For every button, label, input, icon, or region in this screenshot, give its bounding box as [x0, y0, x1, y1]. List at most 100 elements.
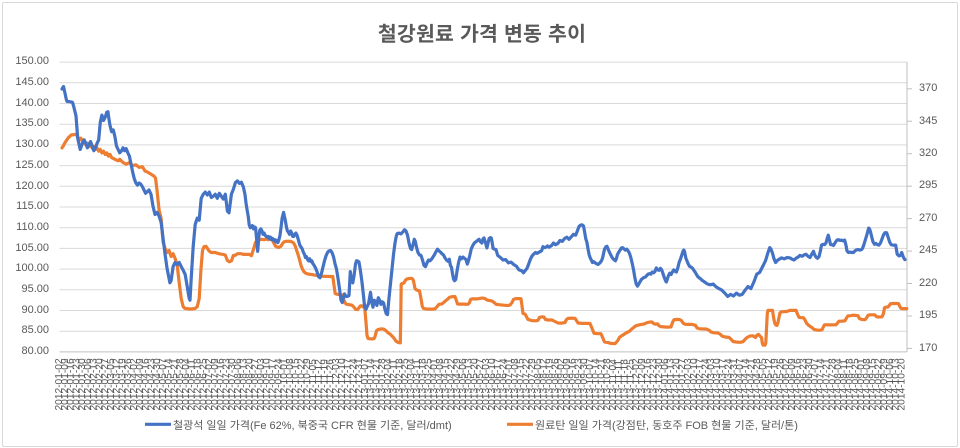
svg-text:2012-06-18: 2012-06-18 [193, 358, 204, 410]
svg-text:2013-04-08: 2013-04-08 [435, 358, 446, 410]
svg-text:2014-09-29: 2014-09-29 [879, 358, 890, 410]
svg-text:2012-04-30: 2012-04-30 [152, 358, 163, 410]
svg-text:2014-03-31: 2014-03-31 [729, 358, 740, 410]
svg-text:2012-05-14: 2012-05-14 [164, 358, 175, 410]
svg-text:2014-09-08: 2014-09-08 [862, 358, 873, 410]
svg-text:2014-07-07: 2014-07-07 [810, 358, 821, 410]
svg-text:2013-04-22: 2013-04-22 [446, 358, 457, 410]
svg-text:2012-01-23: 2012-01-23 [71, 358, 82, 410]
svg-text:2013-05-20: 2013-05-20 [470, 358, 481, 410]
svg-text:2013-06-17: 2013-06-17 [493, 358, 504, 410]
svg-text:2012-06-11: 2012-06-11 [187, 359, 198, 411]
svg-text:2013-05-06: 2013-05-06 [458, 358, 469, 410]
svg-text:2013-09-23: 2013-09-23 [573, 358, 584, 410]
svg-text:2013-06-10: 2013-06-10 [487, 358, 498, 410]
svg-text:2012-11-26: 2012-11-26 [325, 359, 336, 411]
svg-text:2014-08-25: 2014-08-25 [850, 358, 861, 410]
svg-text:2012-12-17: 2012-12-17 [343, 358, 354, 410]
svg-text:2014-01-06: 2014-01-06 [660, 358, 671, 410]
svg-text:2012-07-02: 2012-07-02 [204, 358, 215, 410]
svg-text:2013-07-22: 2013-07-22 [521, 358, 532, 410]
svg-text:2012-04-02: 2012-04-02 [129, 358, 140, 410]
svg-text:2013-01-07: 2013-01-07 [360, 358, 371, 410]
svg-text:2012-07-09: 2012-07-09 [210, 358, 221, 410]
svg-text:2012-07-30: 2012-07-30 [227, 358, 238, 410]
svg-text:2013-11-04: 2013-11-04 [608, 359, 619, 411]
svg-text:2013-08-19: 2013-08-19 [545, 358, 556, 410]
svg-text:2012-04-09: 2012-04-09 [135, 358, 146, 410]
svg-text:2014-10-06: 2014-10-06 [885, 358, 896, 410]
svg-text:2014-10-13: 2014-10-13 [891, 358, 902, 410]
svg-text:2013-03-18: 2013-03-18 [418, 358, 429, 410]
svg-text:2014-06-23: 2014-06-23 [798, 358, 809, 410]
svg-text:2014-02-03: 2014-02-03 [683, 358, 694, 410]
svg-text:2012-05-07: 2012-05-07 [158, 358, 169, 410]
svg-text:2012-10-29: 2012-10-29 [302, 358, 313, 410]
svg-text:2014-09-22: 2014-09-22 [873, 358, 884, 410]
svg-text:2014-06-09: 2014-06-09 [787, 358, 798, 410]
svg-text:2014-04-28: 2014-04-28 [752, 358, 763, 410]
svg-text:2012-10-22: 2012-10-22 [296, 358, 307, 410]
svg-text:2012-12-24: 2012-12-24 [348, 358, 359, 410]
svg-text:2012-02-13: 2012-02-13 [89, 358, 100, 410]
svg-text:2013-10-28: 2013-10-28 [602, 358, 613, 410]
svg-text:2012-02-06: 2012-02-06 [83, 358, 94, 410]
svg-text:2013-10-07: 2013-10-07 [585, 358, 596, 410]
svg-text:2012-03-12: 2012-03-12 [112, 358, 123, 410]
svg-text:2012-06-04: 2012-06-04 [181, 358, 192, 410]
svg-text:2012-04-16: 2012-04-16 [141, 358, 152, 410]
svg-text:2013-12-09: 2013-12-09 [637, 358, 648, 410]
svg-text:2012-12-03: 2012-12-03 [331, 358, 342, 410]
svg-text:2014-08-18: 2014-08-18 [845, 358, 856, 410]
svg-text:2013-04-01: 2013-04-01 [429, 358, 440, 410]
svg-text:2013-08-05: 2013-08-05 [533, 358, 544, 410]
svg-text:2013-07-01: 2013-07-01 [504, 358, 515, 410]
svg-text:2012-12-31: 2012-12-31 [354, 358, 365, 410]
svg-text:2012-05-28: 2012-05-28 [175, 358, 186, 410]
svg-text:2014-07-28: 2014-07-28 [827, 358, 838, 410]
svg-text:2013-11-18: 2013-11-18 [620, 359, 631, 411]
svg-text:2012-01-09: 2012-01-09 [60, 358, 71, 410]
svg-text:2013-12-16: 2013-12-16 [643, 358, 654, 410]
svg-text:2014-05-12: 2014-05-12 [764, 358, 775, 410]
svg-text:2012-08-20: 2012-08-20 [244, 358, 255, 410]
svg-text:2014-06-16: 2014-06-16 [793, 358, 804, 410]
svg-text:2014-06-30: 2014-06-30 [804, 358, 815, 410]
svg-text:2012-02-20: 2012-02-20 [94, 358, 105, 410]
svg-text:2013-03-11: 2013-03-11 [412, 359, 423, 411]
svg-text:2014-05-26: 2014-05-26 [775, 358, 786, 410]
svg-text:2013-03-04: 2013-03-04 [406, 358, 417, 410]
svg-text:2012-01-16: 2012-01-16 [66, 358, 77, 410]
svg-text:2013-06-24: 2013-06-24 [498, 358, 509, 410]
svg-text:2012-09-17: 2012-09-17 [268, 358, 279, 410]
svg-text:2013-01-14: 2013-01-14 [366, 358, 377, 410]
svg-text:2012-10-01: 2012-10-01 [279, 358, 290, 410]
svg-text:2013-08-12: 2013-08-12 [539, 358, 550, 410]
svg-text:2014-10-20: 2014-10-20 [897, 358, 908, 410]
svg-text:2013-12-23: 2013-12-23 [648, 358, 659, 410]
svg-text:2012-08-13: 2012-08-13 [239, 358, 250, 410]
svg-text:2012-08-06: 2012-08-06 [233, 358, 244, 410]
svg-text:2013-12-02: 2013-12-02 [631, 358, 642, 410]
svg-text:2014-03-17: 2014-03-17 [718, 358, 729, 410]
svg-text:2013-05-27: 2013-05-27 [475, 358, 486, 410]
svg-text:2012-11-19: 2012-11-19 [319, 359, 330, 411]
svg-text:2012-11-05: 2012-11-05 [308, 359, 319, 411]
svg-text:2012-07-16: 2012-07-16 [216, 358, 227, 410]
svg-text:2014-03-24: 2014-03-24 [723, 358, 734, 410]
svg-text:2014-08-11: 2014-08-11 [839, 359, 850, 411]
svg-text:2012-09-24: 2012-09-24 [273, 358, 284, 410]
svg-text:2014-04-14: 2014-04-14 [741, 358, 752, 410]
svg-text:2013-02-11: 2013-02-11 [389, 359, 400, 411]
svg-text:2012-03-19: 2012-03-19 [118, 358, 129, 410]
svg-text:2012-12-10: 2012-12-10 [337, 358, 348, 410]
svg-text:2013-01-28: 2013-01-28 [377, 358, 388, 410]
svg-text:2013-11-11: 2013-11-11 [614, 360, 625, 411]
svg-text:2014-01-13: 2014-01-13 [666, 358, 677, 410]
svg-text:2012-10-08: 2012-10-08 [285, 358, 296, 410]
svg-text:2013-11-25: 2013-11-25 [625, 359, 636, 411]
svg-text:2013-10-21: 2013-10-21 [596, 358, 607, 410]
svg-text:2013-09-30: 2013-09-30 [579, 358, 590, 410]
svg-text:2013-01-21: 2013-01-21 [371, 358, 382, 410]
svg-text:2014-06-02: 2014-06-02 [781, 358, 792, 410]
